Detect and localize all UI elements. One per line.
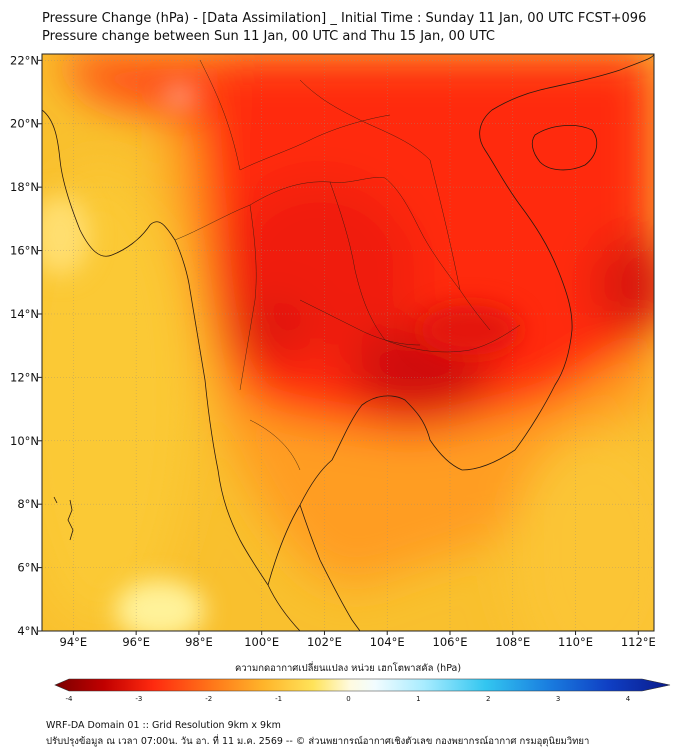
lat-tick-label: 22°N (10, 53, 39, 67)
lat-tick-label: 16°N (10, 244, 39, 258)
lat-tick-label: 18°N (10, 180, 39, 194)
map-frame (41, 53, 655, 632)
longitude-ticks: 94°E 96°E 98°E 100°E 102°E 104°E 106°E 108°E 110… (60, 631, 656, 649)
lat-tick-label: 20°N (10, 117, 39, 131)
lon-tick-label: 106°E (433, 635, 468, 649)
colorbar-tick-label: 2 (486, 695, 490, 703)
colorbar-tick-label: -2 (205, 695, 212, 703)
lat-tick-label: 8°N (17, 497, 39, 511)
map-gridlines (42, 54, 654, 631)
colorbar-tick-label: 3 (556, 695, 560, 703)
colorbar-tick-label: -1 (275, 695, 282, 703)
colorbar-tick-label: -3 (135, 695, 142, 703)
lat-tick-label: 6°N (17, 561, 39, 575)
lon-tick-label: 100°E (244, 635, 279, 649)
lon-tick-label: 112°E (621, 635, 656, 649)
map-title-line1: Pressure Change (hPa) - [Data Assimilati… (42, 11, 647, 26)
colorbar-title: ความกดอากาศเปลี่ยนแปลง หน่วย เฮกโตพาสคัล… (235, 661, 461, 674)
colorbar (54, 678, 671, 692)
lon-tick-label: 110°E (558, 635, 593, 649)
lat-tick-label: 14°N (10, 307, 39, 321)
coastlines (42, 54, 654, 631)
colorbar-ticks: -4 -3 -2 -1 0 1 2 3 4 (66, 695, 631, 703)
country-borders (174, 59, 521, 471)
colorbar-tick-label: 0 (346, 695, 350, 703)
colorbar-tick-label: 4 (626, 695, 631, 703)
latitude-ticks: 4°N 6°N 8°N 10°N 12°N 14°N 16°N 18°N 20°N 22°N (10, 53, 42, 638)
lat-tick-label: 4°N (17, 624, 39, 638)
pressure-field (42, 54, 654, 631)
lon-tick-label: 96°E (122, 635, 150, 649)
lon-tick-label: 98°E (185, 635, 213, 649)
lon-tick-label: 108°E (495, 635, 530, 649)
colorbar-tick-label: 1 (416, 695, 420, 703)
lon-tick-label: 102°E (307, 635, 342, 649)
colorbar-tick-label: -4 (66, 695, 74, 703)
lat-tick-label: 10°N (10, 434, 39, 448)
lat-tick-label: 12°N (10, 370, 39, 384)
footer-line2: ปรับปรุงข้อมูล ณ เวลา 07:00น. วัน อา. ที… (46, 736, 590, 747)
lon-tick-label: 104°E (370, 635, 405, 649)
footer-line1: WRF-DA Domain 01 :: Grid Resolution 9km … (46, 720, 281, 731)
lon-tick-label: 94°E (60, 635, 88, 649)
map-title-line2: Pressure change between Sun 11 Jan, 00 U… (42, 29, 495, 44)
